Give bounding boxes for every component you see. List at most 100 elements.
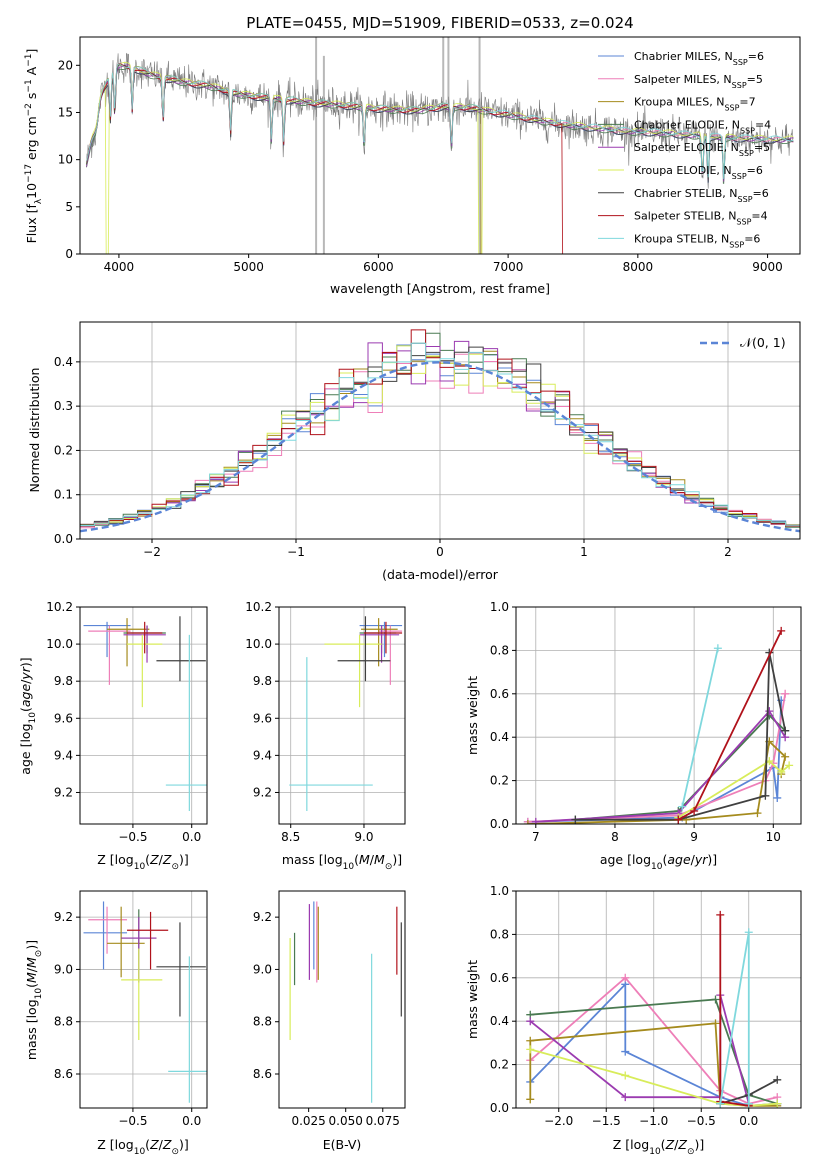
mass_vs_EBV-chart: 0.025 0.050 0.075 8.6 8.8 9.0 9.2 E(B-V): [253, 890, 406, 1152]
label-part: (: [661, 1137, 666, 1152]
label-part: /: [691, 852, 696, 867]
label-part: ⊙: [385, 862, 393, 872]
y-tick-label: 0.2: [490, 774, 509, 788]
legend-suffix: =5: [754, 141, 770, 154]
plot-area: [80, 322, 800, 539]
weight-series-line: [530, 998, 778, 1105]
label-part: Z [log: [613, 1137, 649, 1152]
x-tick-label: 0.050: [329, 1114, 363, 1128]
x-axis-label: (data-model)/error: [382, 567, 499, 582]
x-tick-label: 0.0: [739, 1114, 758, 1128]
y-axis-label: Normed distribution: [27, 368, 42, 493]
label-part: /: [18, 679, 33, 684]
label-part: ⊙: [171, 862, 179, 872]
y-axis-label: Flux [fλ10−17 erg cm−2 s−1 A−1]: [24, 49, 44, 244]
axes-frame: [515, 890, 802, 1109]
label-part: −17: [24, 164, 34, 183]
y-tick-label: 0.1: [54, 488, 73, 502]
y-tick-label: 0.3: [54, 399, 73, 413]
label-part: Z [log: [97, 852, 133, 867]
label-part: yr: [18, 666, 33, 680]
mass_vs_Z-chart: −0.5 0.08.68.89.09.2Z [log10(Z/Z⊙)]mass […: [24, 890, 208, 1157]
y-tick-label: 0.8: [490, 927, 509, 941]
x-tick-label: −2: [143, 545, 161, 559]
y-tick-label: 9.6: [54, 711, 73, 725]
label-part: (: [18, 707, 33, 712]
y-tick-label: 10.2: [245, 600, 272, 614]
weight-point-marker: [716, 1099, 725, 1108]
x-tick-label: −1: [287, 545, 305, 559]
y-tick-label: 5: [65, 200, 73, 214]
y-tick-label: 9.8: [54, 674, 73, 688]
label-part: ⊙: [34, 950, 44, 958]
weight-series-line: [575, 714, 786, 821]
label-part: Z: [149, 1137, 159, 1152]
weight-point-marker: [523, 820, 532, 824]
legend-entry: Chabrier STELIB, NSSP=6: [634, 187, 769, 204]
weight-point-marker: [777, 767, 786, 776]
figure-title: PLATE=0455, MJD=51909, FIBERID=0533, z=0…: [246, 14, 633, 32]
label-part: 10: [24, 183, 39, 199]
weight-point-marker: [716, 910, 725, 919]
legend-suffix: =4: [751, 210, 767, 223]
spectrum-chart: 4000 5000 6000 7000 8000 9000 0 5 10 15 20 waveleng…: [24, 36, 801, 296]
y-tick-label: 8.6: [253, 1067, 272, 1081]
label-part: Z: [162, 1137, 172, 1152]
label-part: )]: [179, 1137, 189, 1152]
weight-series-line: [527, 693, 787, 823]
x-tick-label: 6000: [363, 260, 394, 274]
x-tick-label: −2.0: [544, 1114, 573, 1128]
x-tick-label: 8000: [623, 260, 654, 274]
legend-text: Kroupa MILES, N: [634, 96, 724, 109]
x-tick-label: 0.0: [182, 830, 201, 844]
label-part: /: [674, 1137, 679, 1152]
weight-point-marker: [621, 1093, 630, 1102]
legend-suffix: =4: [755, 118, 771, 131]
label-part: )]: [707, 852, 717, 867]
label-part: )]: [18, 657, 33, 667]
y-tick-label: 20: [58, 58, 73, 72]
weight-point-marker: [744, 928, 753, 937]
legend-text: Salpeter ELODIE, N: [634, 141, 739, 154]
label-part: (: [662, 852, 667, 867]
x-tick-label: −1.5: [592, 1114, 621, 1128]
legend-text: Kroupa STELIB, N: [634, 232, 729, 245]
weight-point-marker: [711, 1019, 720, 1028]
y-tick-label: 9.8: [253, 674, 272, 688]
x-tick-label: 0.025: [291, 1114, 325, 1128]
legend-entry: Salpeter MILES, NSSP=5: [634, 73, 763, 90]
label-part: )]: [24, 940, 39, 950]
label-part: 10: [134, 862, 146, 872]
weight-point-marker: [571, 815, 580, 824]
weight-point-marker: [621, 973, 630, 982]
legend-sub: SSP: [733, 58, 748, 67]
label-part: )]: [392, 852, 402, 867]
y-tick-label: 8.8: [54, 1015, 73, 1029]
y-tick-label: 8.6: [54, 1067, 73, 1081]
y-tick-label: 0.2: [54, 443, 73, 457]
weight-point-marker: [773, 793, 782, 802]
y-axis-label: mass weight: [465, 676, 480, 755]
y-tick-label: 0.0: [490, 817, 509, 831]
label-part: M: [24, 972, 39, 983]
weight-series-line: [681, 648, 719, 807]
y-axis-label: mass [log10(M/M⊙)]: [24, 940, 44, 1060]
label-part: Flux [f: [24, 204, 39, 244]
x-tick-label: 5000: [233, 260, 264, 274]
weight-point-marker: [713, 644, 722, 653]
x-axis-label: wavelength [Angstrom, rest frame]: [330, 281, 550, 296]
weight-point-marker: [773, 1075, 782, 1084]
weight-point-marker: [785, 761, 794, 770]
legend-suffix: =6: [747, 164, 763, 177]
model-spectrum-line: [86, 64, 794, 183]
legend-text: Chabrier MILES, N: [634, 50, 733, 63]
legend-text: Kroupa ELODIE, N: [634, 164, 732, 177]
legend-text: Salpeter STELIB, N: [634, 210, 736, 223]
x-axis-label: age [log10(age/yr)]: [600, 852, 717, 872]
weight-point-marker: [711, 995, 720, 1004]
label-part: s: [24, 93, 39, 104]
y-tick-label: 0.2: [490, 1058, 509, 1072]
